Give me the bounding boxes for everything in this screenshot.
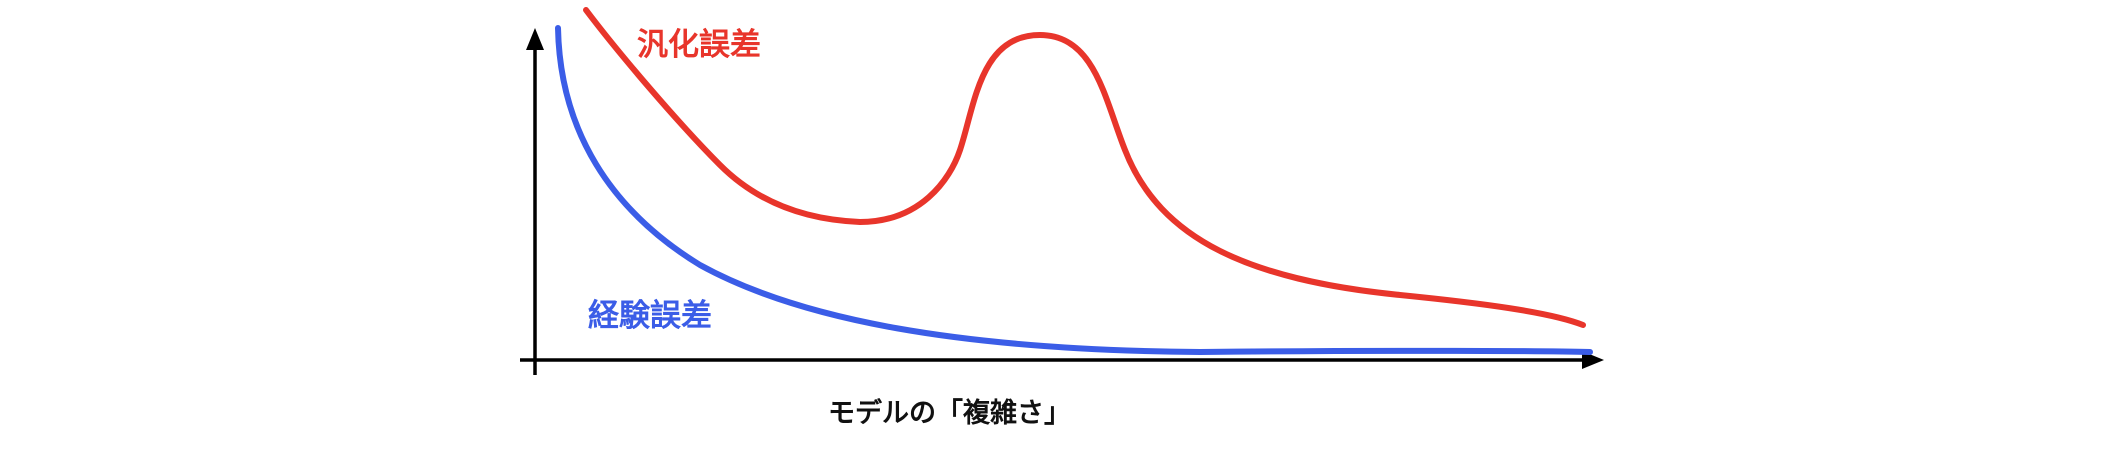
series-generalization-error-line [583,7,1586,328]
series-label-empirical-error: 経験誤差 [588,298,712,334]
y-axis-arrow [526,28,544,50]
x-axis-arrow [1582,351,1604,369]
axes [520,28,1604,375]
series-empirical-error-line [555,25,1593,355]
x-axis-label: モデルの「複雑さ」 [828,397,1071,429]
series-label-generalization-error: 汎化誤差 [637,27,761,63]
